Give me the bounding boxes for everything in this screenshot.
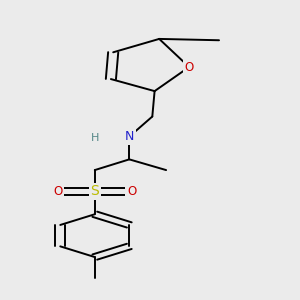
Text: O: O [53,185,63,198]
Text: O: O [127,185,136,198]
Text: H: H [91,133,99,143]
Text: H: H [91,133,99,143]
Text: O: O [184,61,194,74]
Text: N: N [124,130,134,143]
Text: S: S [90,184,99,199]
